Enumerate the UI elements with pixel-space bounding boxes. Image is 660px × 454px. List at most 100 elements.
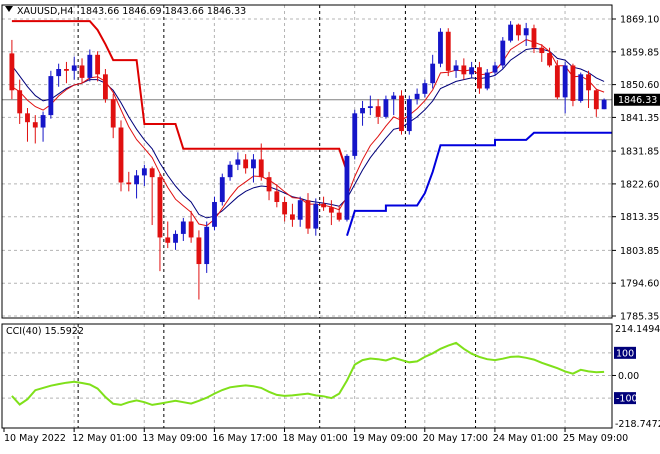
candle <box>453 60 459 78</box>
candle <box>118 120 124 192</box>
candle-body <box>64 69 69 71</box>
collapse-triangle-icon[interactable] <box>5 6 13 12</box>
candle <box>56 63 62 87</box>
candle-body <box>523 28 529 36</box>
candle-body <box>508 24 514 41</box>
candle-body <box>282 201 288 215</box>
candle <box>438 28 443 68</box>
candle-body <box>391 95 397 100</box>
candle-body <box>219 177 225 202</box>
candle-body <box>406 99 412 132</box>
candle-body <box>243 159 249 169</box>
candle-body <box>149 168 155 178</box>
candle <box>336 205 342 222</box>
candle <box>87 49 93 82</box>
candle-body <box>79 65 85 78</box>
candle-body <box>344 155 350 220</box>
candle <box>406 95 412 135</box>
candle <box>570 63 576 107</box>
candle <box>282 196 288 222</box>
candle-body <box>469 67 475 75</box>
candle <box>219 173 225 206</box>
candle-body <box>578 74 584 101</box>
cci-scale-bottom: -218.7472 <box>615 419 660 430</box>
time-tick-label: 16 May 17:00 <box>212 433 277 444</box>
candle <box>204 221 210 273</box>
price-tick-label: 1841.35 <box>620 113 659 124</box>
candle-body <box>9 53 15 91</box>
candle <box>64 61 69 84</box>
candle <box>313 198 319 236</box>
candle <box>601 98 607 110</box>
candle-body <box>274 191 280 202</box>
candle <box>508 21 514 43</box>
candle <box>547 47 552 68</box>
time-tick-label: 13 May 09:00 <box>142 433 207 444</box>
cci-level-label: -100 <box>616 394 638 405</box>
candle-body <box>25 113 30 123</box>
candle-body <box>593 90 599 110</box>
candle-body <box>134 175 139 185</box>
time-tick-label: 18 May 01:00 <box>283 433 348 444</box>
candle-body <box>422 83 428 94</box>
ohlc-values: 1843.66 1846.69 1843.66 1846.33 <box>80 6 246 17</box>
candle-body <box>484 72 490 89</box>
price-tick-label: 1813.35 <box>620 212 659 223</box>
trailing-stop-up-line <box>346 131 612 237</box>
candle <box>383 95 389 119</box>
price-tick-label: 1859.85 <box>620 47 659 58</box>
candle-body <box>48 76 54 116</box>
candle-body <box>87 54 93 78</box>
candle <box>17 79 23 124</box>
candle <box>110 93 116 139</box>
candle <box>180 217 186 241</box>
candle-body <box>430 63 436 84</box>
candle <box>25 108 30 142</box>
candle-body <box>383 99 389 117</box>
candle <box>469 61 475 78</box>
candle <box>40 111 46 142</box>
candle <box>360 100 365 126</box>
candle-body <box>601 99 607 110</box>
candle-body <box>71 65 77 71</box>
candle <box>274 184 280 208</box>
candle-body <box>547 53 552 66</box>
candle-body <box>32 122 38 128</box>
candle-body <box>539 47 545 54</box>
candle <box>445 28 451 77</box>
candle <box>531 24 537 54</box>
candle-body <box>227 164 233 178</box>
price-tick-label: 1850.60 <box>620 80 659 91</box>
candle-body <box>17 90 23 114</box>
symbol-label: XAUUSD,H4 <box>17 6 73 17</box>
candle-body <box>570 65 576 101</box>
candle <box>484 69 490 91</box>
candle <box>149 166 155 226</box>
candle <box>95 51 101 82</box>
candle-body <box>375 106 381 117</box>
candle <box>196 230 202 300</box>
candle-body <box>173 233 178 243</box>
candle-body <box>40 115 46 128</box>
candle-body <box>445 31 451 71</box>
candle <box>593 88 599 117</box>
candle-body <box>95 54 101 75</box>
current-price-tag <box>614 93 660 106</box>
candle-body <box>110 99 116 128</box>
candle-body <box>515 24 521 36</box>
candle <box>235 152 241 171</box>
candle <box>227 161 233 181</box>
candle <box>243 154 249 174</box>
price-panel-frame <box>1 4 613 319</box>
candle <box>48 70 54 119</box>
candle-body <box>461 65 467 75</box>
candle <box>492 61 498 77</box>
candle-body <box>562 65 568 98</box>
candle <box>367 95 373 116</box>
candle-body <box>352 113 358 156</box>
time-tick-label: 25 May 09:00 <box>563 433 628 444</box>
candle <box>126 171 132 192</box>
cci-tick-label: 0.00 <box>618 371 639 382</box>
candle <box>251 154 256 183</box>
